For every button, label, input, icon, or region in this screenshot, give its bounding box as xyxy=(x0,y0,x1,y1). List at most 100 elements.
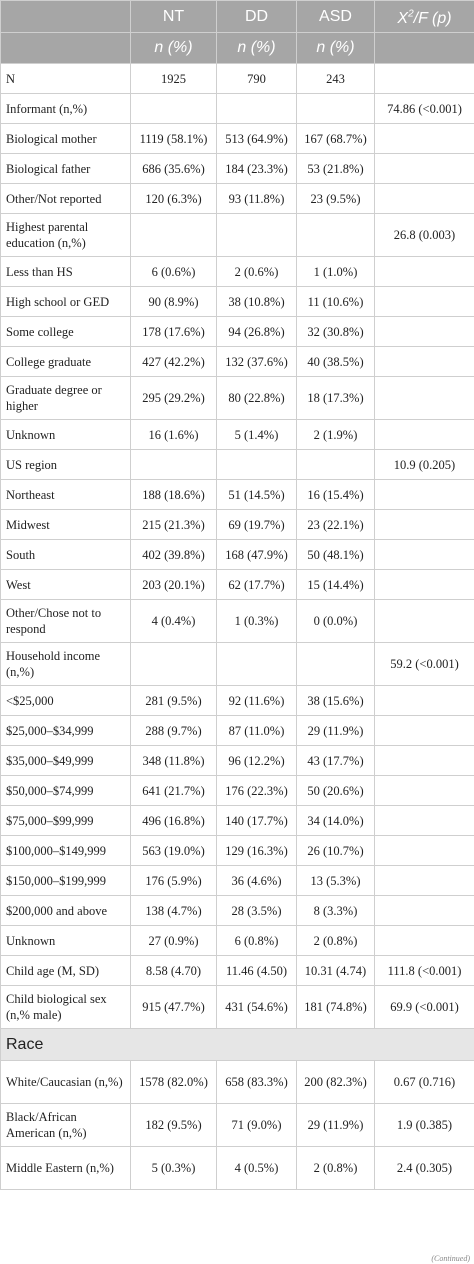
table-row: Biological father 686 (35.6%) 184 (23.3%) 5… xyxy=(0,153,474,184)
cell-stat xyxy=(374,569,474,600)
cell-dd: 69 (19.7%) xyxy=(216,509,297,540)
cell-asd: 23 (22.1%) xyxy=(296,509,375,540)
cell-nt xyxy=(130,213,217,257)
cell-nt: 5 (0.3%) xyxy=(130,1146,217,1190)
cell-stat xyxy=(374,805,474,836)
cell-asd: 181 (74.8%) xyxy=(296,985,375,1029)
cell-asd: 18 (17.3%) xyxy=(296,376,375,420)
cell-dd: 431 (54.6%) xyxy=(216,985,297,1029)
row-label: Some college xyxy=(0,316,131,347)
table-row: Child age (M, SD) 8.58 (4.70) 11.46 (4.50)… xyxy=(0,955,474,986)
cell-dd: 87 (11.0%) xyxy=(216,715,297,746)
cell-nt: 641 (21.7%) xyxy=(130,775,217,806)
subheader-asd: n (%) xyxy=(296,32,375,64)
cell-nt: 288 (9.7%) xyxy=(130,715,217,746)
cell-nt: 1578 (82.0%) xyxy=(130,1060,217,1104)
cell-stat xyxy=(374,925,474,956)
cell-dd: 176 (22.3%) xyxy=(216,775,297,806)
subheader-stat xyxy=(374,32,474,64)
cell-asd: 0 (0.0%) xyxy=(296,599,375,643)
table-row: Less than HS 6 (0.6%) 2 (0.6%) 1 (1.0%) xyxy=(0,256,474,287)
cell-stat: 0.67 (0.716) xyxy=(374,1060,474,1104)
row-label: $50,000–$74,999 xyxy=(0,775,131,806)
cell-stat: 1.9 (0.385) xyxy=(374,1103,474,1147)
section-row-race: Race xyxy=(0,1028,474,1061)
row-label: Household income (n,%) xyxy=(0,642,131,686)
cell-stat xyxy=(374,685,474,716)
cell-nt: 1925 xyxy=(130,63,217,94)
cell-dd: 11.46 (4.50) xyxy=(216,955,297,986)
cell-dd: 93 (11.8%) xyxy=(216,183,297,214)
header-row: NT DD ASD X2/F (p) xyxy=(0,0,474,33)
cell-asd: 167 (68.7%) xyxy=(296,123,375,154)
table-row: Northeast 188 (18.6%) 51 (14.5%) 16 (15.4%) xyxy=(0,479,474,510)
cell-dd: 92 (11.6%) xyxy=(216,685,297,716)
cell-nt: 188 (18.6%) xyxy=(130,479,217,510)
cell-dd: 6 (0.8%) xyxy=(216,925,297,956)
cell-nt: 295 (29.2%) xyxy=(130,376,217,420)
cell-nt: 348 (11.8%) xyxy=(130,745,217,776)
cell-asd xyxy=(296,213,375,257)
row-label: $35,000–$49,999 xyxy=(0,745,131,776)
demographics-table: NT DD ASD X2/F (p) n (%) n (%) n (%) N 19… xyxy=(0,0,474,1190)
cell-nt xyxy=(130,642,217,686)
cell-stat xyxy=(374,346,474,377)
table-row: $50,000–$74,999 641 (21.7%) 176 (22.3%) 50 … xyxy=(0,775,474,806)
row-label: Informant (n,%) xyxy=(0,93,131,124)
row-label: Less than HS xyxy=(0,256,131,287)
table-row: $75,000–$99,999 496 (16.8%) 140 (17.7%) 34 … xyxy=(0,805,474,836)
row-label: Unknown xyxy=(0,419,131,450)
cell-asd xyxy=(296,642,375,686)
table-row: Child biological sex (n,% male) 915 (47.7… xyxy=(0,985,474,1029)
cell-nt: 120 (6.3%) xyxy=(130,183,217,214)
cell-stat xyxy=(374,153,474,184)
cell-dd: 168 (47.9%) xyxy=(216,539,297,570)
cell-dd: 140 (17.7%) xyxy=(216,805,297,836)
table-header: NT DD ASD X2/F (p) n (%) n (%) n (%) xyxy=(0,0,474,64)
cell-nt xyxy=(130,93,217,124)
subheader-row: n (%) n (%) n (%) xyxy=(0,32,474,64)
cell-stat: 111.8 (<0.001) xyxy=(374,955,474,986)
row-label: Unknown xyxy=(0,925,131,956)
table-row: Other/Not reported 120 (6.3%) 93 (11.8%) 23… xyxy=(0,183,474,214)
table-row: White/Caucasian (n,%) 1578 (82.0%) 658 (83… xyxy=(0,1060,474,1104)
table-row: Other/Chose not to respond 4 (0.4%) 1 (0.3… xyxy=(0,599,474,643)
cell-asd: 53 (21.8%) xyxy=(296,153,375,184)
cell-dd: 4 (0.5%) xyxy=(216,1146,297,1190)
table-row: Graduate degree or higher 295 (29.2%) 80 (… xyxy=(0,376,474,420)
cell-dd: 38 (10.8%) xyxy=(216,286,297,317)
race-body: White/Caucasian (n,%) 1578 (82.0%) 658 (83… xyxy=(0,1060,474,1190)
cell-asd: 2 (1.9%) xyxy=(296,419,375,450)
cell-stat xyxy=(374,123,474,154)
cell-nt xyxy=(130,449,217,480)
cell-asd: 40 (38.5%) xyxy=(296,346,375,377)
table-row: Midwest 215 (21.3%) 69 (19.7%) 23 (22.1%) xyxy=(0,509,474,540)
race-section-body: Race xyxy=(0,1028,474,1061)
cell-dd xyxy=(216,449,297,480)
cell-asd: 32 (30.8%) xyxy=(296,316,375,347)
row-label: <$25,000 xyxy=(0,685,131,716)
table-row: Unknown 27 (0.9%) 6 (0.8%) 2 (0.8%) xyxy=(0,925,474,956)
table-row: West 203 (20.1%) 62 (17.7%) 15 (14.4%) xyxy=(0,569,474,600)
cell-dd: 1 (0.3%) xyxy=(216,599,297,643)
header-asd: ASD xyxy=(296,0,375,33)
cell-nt: 178 (17.6%) xyxy=(130,316,217,347)
row-label: Midwest xyxy=(0,509,131,540)
cell-nt: 182 (9.5%) xyxy=(130,1103,217,1147)
cell-nt: 427 (42.2%) xyxy=(130,346,217,377)
row-label: Graduate degree or higher xyxy=(0,376,131,420)
cell-nt: 16 (1.6%) xyxy=(130,419,217,450)
table-row: $35,000–$49,999 348 (11.8%) 96 (12.2%) 43 (… xyxy=(0,745,474,776)
row-label: Other/Not reported xyxy=(0,183,131,214)
row-label: Northeast xyxy=(0,479,131,510)
row-label: Highest parental education (n,%) xyxy=(0,213,131,257)
table-row: $25,000–$34,999 288 (9.7%) 87 (11.0%) 29 (1… xyxy=(0,715,474,746)
table-row: Biological mother 1119 (58.1%) 513 (64.9%)… xyxy=(0,123,474,154)
cell-dd: 790 xyxy=(216,63,297,94)
cell-nt: 27 (0.9%) xyxy=(130,925,217,956)
table-row: Unknown 16 (1.6%) 5 (1.4%) 2 (1.9%) xyxy=(0,419,474,450)
cell-stat: 74.86 (<0.001) xyxy=(374,93,474,124)
row-label: $100,000–$149,999 xyxy=(0,835,131,866)
cell-stat xyxy=(374,599,474,643)
cell-nt: 281 (9.5%) xyxy=(130,685,217,716)
